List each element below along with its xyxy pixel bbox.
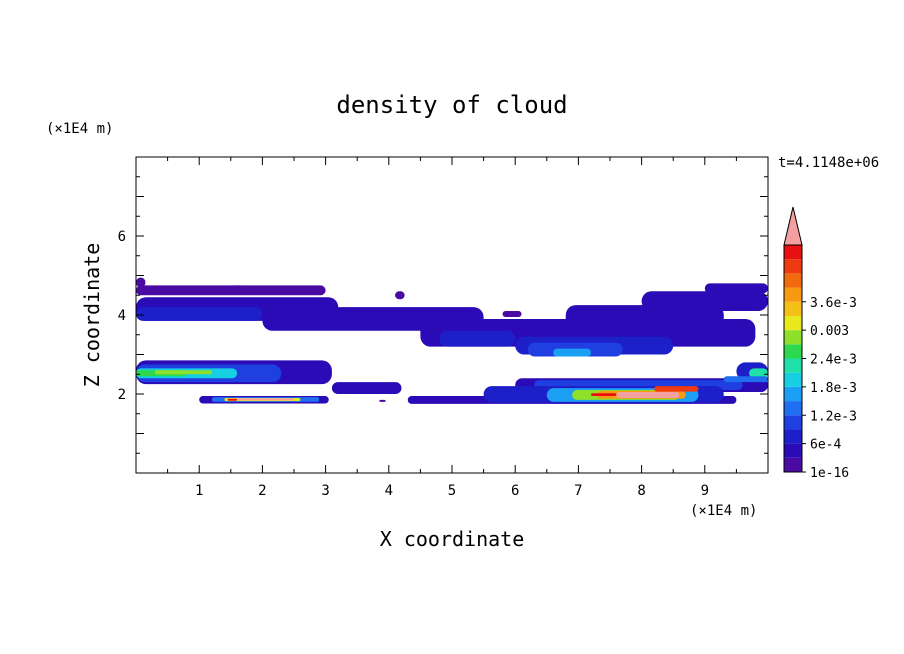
colorbar-swatch	[784, 457, 802, 472]
density-cell	[230, 285, 244, 292]
x-axis-label: X coordinate	[380, 527, 525, 551]
colorbar-swatch	[784, 330, 802, 345]
x-tick-label: 9	[701, 483, 709, 499]
density-cell	[749, 368, 768, 379]
density-cell	[502, 311, 522, 317]
density-cell	[439, 330, 516, 347]
density-cell	[704, 283, 768, 294]
colorbar-swatch	[784, 358, 802, 373]
density-cell	[395, 291, 405, 300]
colorbar-swatch	[784, 386, 802, 402]
density-cell	[227, 398, 238, 401]
y-unit-label: (×1E4 m)	[46, 121, 113, 137]
density-cell	[331, 382, 402, 394]
colorbar-swatch	[784, 415, 802, 430]
x-tick-label: 5	[448, 483, 456, 499]
y-tick-label: 6	[118, 229, 126, 245]
density-cell	[565, 305, 724, 331]
density-cell	[591, 393, 617, 396]
colorbar-swatch	[784, 372, 802, 387]
colorbar-label: 3.6e-3	[810, 296, 857, 311]
colorbar-legend: 1e-16 6e-4 1.2e-3 1.8e-3 2.4e-3 0.003 3.6e-3	[783, 206, 857, 481]
x-unit-label: (×1E4 m)	[690, 503, 757, 519]
x-tick-label: 6	[511, 483, 519, 499]
colorbar-swatch	[784, 429, 802, 444]
colorbar-label: 1.8e-3	[810, 381, 857, 396]
colorbar-swatch	[784, 287, 802, 302]
density-cell	[136, 277, 146, 288]
colorbar-swatch	[784, 245, 802, 260]
x-tick-label: 3	[321, 483, 329, 499]
x-tick-label: 2	[258, 483, 266, 499]
density-cell	[723, 376, 768, 383]
density-cell	[154, 370, 212, 375]
time-label: t=4.1148e+06	[778, 155, 879, 171]
colorbar-swatch	[784, 315, 802, 331]
y-tick-label: 4	[118, 308, 126, 324]
density-cell	[616, 392, 680, 398]
colorbar-swatch	[784, 344, 802, 359]
density-cell	[136, 285, 326, 296]
axis-ticks: 1 2 3 4 5 6 7 8 9 2 4 6	[118, 156, 769, 499]
density-cell	[167, 311, 250, 319]
colorbar-swatch	[784, 443, 802, 458]
y-axis-label: Z coordinate	[80, 243, 104, 388]
y-tick-label: 2	[118, 387, 126, 403]
density-cell	[379, 399, 386, 402]
colorbar-label: 1.2e-3	[810, 409, 857, 424]
density-cell	[553, 348, 592, 357]
density-cell	[654, 386, 699, 392]
plot-area: 1 2 3 4 5 6 7 8 9 2 4 6	[118, 156, 769, 499]
chart-title: density of cloud	[336, 91, 567, 119]
x-tick-label: 4	[385, 483, 393, 499]
colorbar-label: 0.003	[810, 324, 849, 339]
colorbar-over-triangle	[783, 206, 803, 246]
x-tick-label: 8	[637, 483, 645, 499]
colorbar-swatch	[784, 301, 802, 316]
density-cell	[237, 398, 294, 401]
cloud-density-field	[136, 277, 768, 404]
x-tick-label: 1	[195, 483, 203, 499]
colorbar-swatch	[784, 259, 802, 274]
x-tick-label: 7	[574, 483, 582, 499]
colorbar-label: 2.4e-3	[810, 353, 857, 368]
colorbar-swatch	[784, 401, 802, 416]
density-cell	[641, 291, 768, 312]
colorbar-label: 6e-4	[810, 438, 841, 453]
colorbar-label: 1e-16	[810, 466, 849, 481]
colorbar-swatch	[784, 273, 802, 288]
